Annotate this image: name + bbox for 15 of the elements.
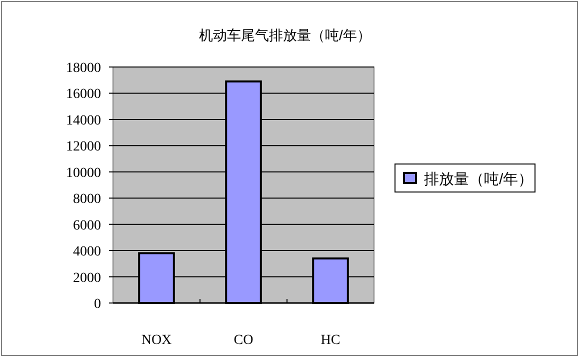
chart-title: 机动车尾气排放量（吨/年） [199, 27, 371, 43]
y-tick-label: 2000 [73, 270, 101, 286]
y-tick-label: 8000 [73, 192, 101, 208]
y-tick-label: 16000 [66, 87, 101, 102]
y-tick-label: 4000 [73, 244, 101, 260]
x-tick-label: CO [234, 333, 254, 348]
y-tick-label: 0 [94, 297, 101, 312]
x-tick-label: HC [320, 333, 340, 348]
y-tick-label: 12000 [66, 140, 101, 155]
x-tick-label: NOX [141, 333, 172, 348]
legend-label: 排放量（吨/年） [424, 171, 534, 188]
y-tick-label: 14000 [66, 113, 101, 128]
y-tick-label: 6000 [73, 218, 101, 234]
y-tick-label: 10000 [66, 166, 101, 181]
y-tick-label: 18000 [66, 61, 101, 76]
